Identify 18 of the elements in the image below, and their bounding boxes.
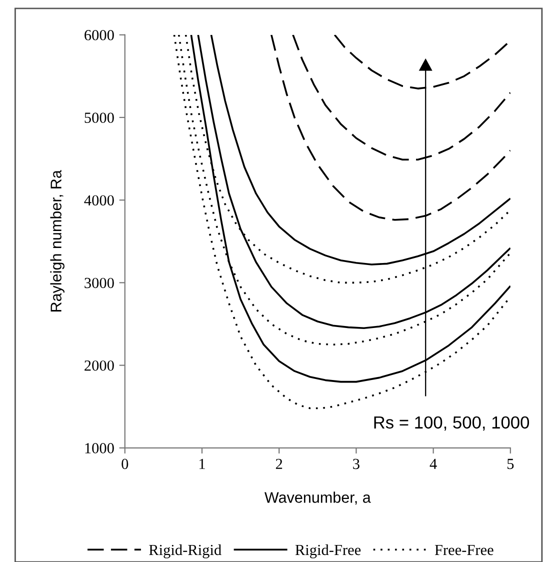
y-tick-label: 4000 — [84, 195, 114, 206]
y-tick-label: 1000 — [85, 443, 114, 454]
legend-label: Rigid-Rigid — [149, 544, 222, 558]
x-axis-title: Wavenumber, a — [264, 492, 371, 505]
y-axis-title: Rayleigh number, Ra — [50, 170, 64, 312]
x-tick-label: 0 — [122, 458, 128, 470]
y-tick-label: 2000 — [84, 360, 114, 371]
y-tick-label: 5000 — [84, 112, 114, 123]
x-tick-label: 3 — [353, 458, 360, 470]
legend-label: Rigid-Free — [295, 544, 361, 558]
legend-label: Free-Free — [434, 544, 494, 556]
y-tick-label: 6000 — [84, 30, 114, 40]
y-tick-label: 3000 — [84, 278, 114, 288]
x-tick-label: 2 — [276, 458, 282, 469]
annotation: Rs = 100, 500, 1000 — [374, 416, 530, 431]
x-tick-label: 5 — [507, 458, 514, 470]
x-tick-label: 4 — [430, 458, 437, 469]
x-tick-label: 1 — [200, 458, 205, 469]
